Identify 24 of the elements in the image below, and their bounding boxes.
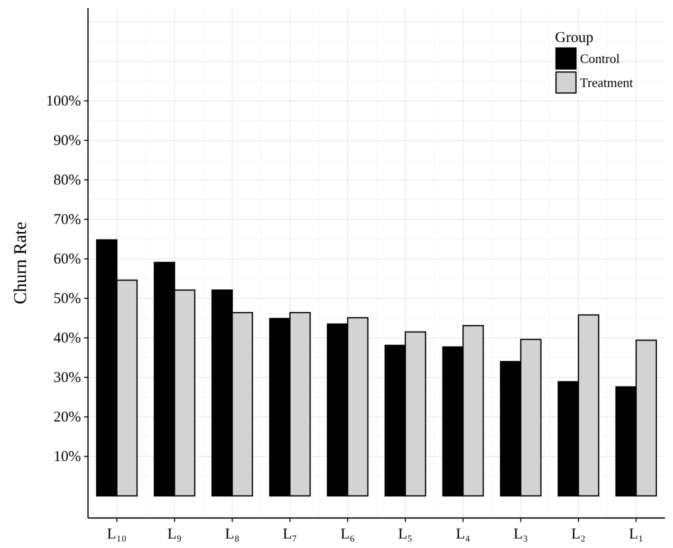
x-tick-label: L₅ bbox=[398, 526, 413, 542]
y-tick-label: 30% bbox=[54, 370, 81, 386]
legend-label: Control bbox=[580, 51, 620, 66]
x-tick-label: L₃ bbox=[514, 526, 528, 542]
y-tick-label: 20% bbox=[54, 410, 81, 426]
y-tick-label: 70% bbox=[54, 212, 81, 228]
x-tick-label: L₇ bbox=[282, 526, 298, 542]
x-tick-label: L₉ bbox=[167, 526, 182, 542]
legend-label: Treatment bbox=[580, 75, 634, 90]
y-tick-label: 100% bbox=[46, 94, 81, 110]
x-tick-label: L₁ bbox=[628, 526, 644, 542]
x-tick-label: L₁₀ bbox=[107, 526, 127, 542]
y-tick-label: 40% bbox=[54, 330, 81, 347]
x-tick-label: L₂ bbox=[571, 526, 586, 542]
y-tick-label: 50% bbox=[54, 291, 81, 308]
y-tick-label: 10% bbox=[54, 449, 81, 466]
y-axis-title: Churn Rate bbox=[10, 222, 30, 304]
legend-title: Group bbox=[555, 30, 594, 46]
y-tick-label: 90% bbox=[54, 133, 81, 150]
y-tick-label: 60% bbox=[54, 252, 81, 268]
x-tick-label: L₄ bbox=[456, 526, 470, 542]
x-tick-label: L₆ bbox=[340, 526, 355, 542]
x-tick-label: L₈ bbox=[225, 526, 240, 542]
y-tick-label: 80% bbox=[54, 172, 81, 189]
